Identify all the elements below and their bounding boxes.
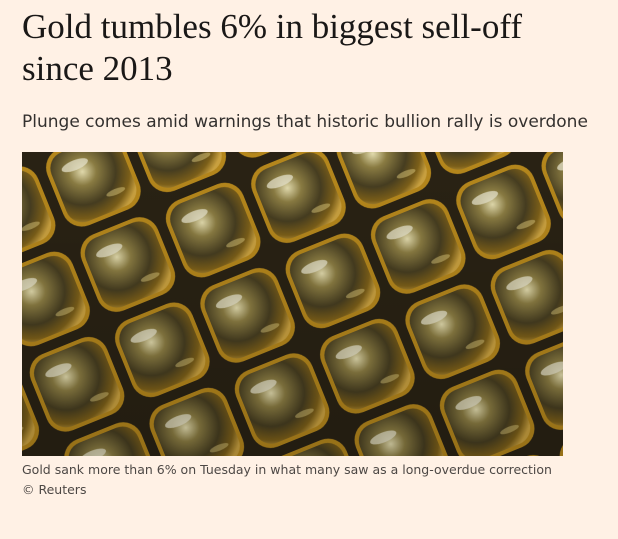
standfirst: Plunge comes amid warnings that historic… [22, 112, 588, 132]
photo-caption: Gold sank more than 6% on Tuesday in wha… [22, 462, 552, 497]
article-photo [22, 152, 563, 456]
photo-shade [22, 152, 563, 456]
headline: Gold tumbles 6% in biggest sell-off sinc… [22, 7, 522, 88]
